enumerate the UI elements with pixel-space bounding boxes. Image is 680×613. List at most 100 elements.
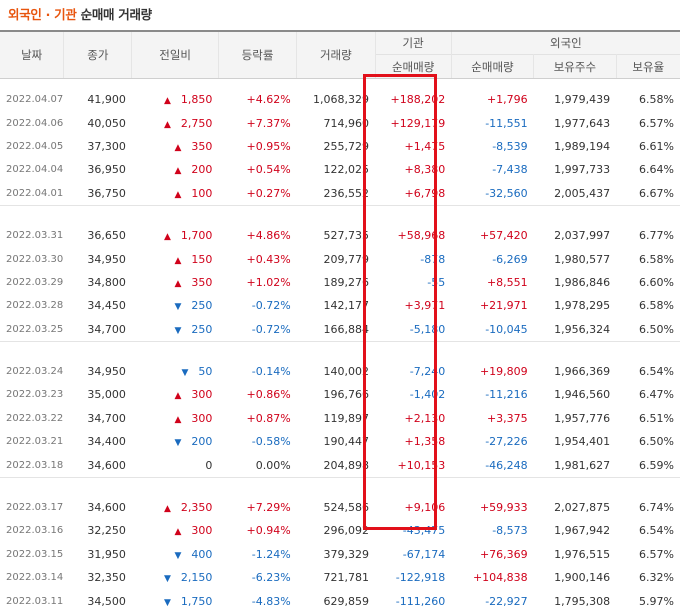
col-header-volume: 거래량 xyxy=(296,31,376,79)
cell-inst-net: -878 xyxy=(420,252,446,266)
cell-change: 250 xyxy=(132,318,219,342)
cell-holdings: 1,986,846 xyxy=(554,275,611,289)
cell-rate: +7.29% xyxy=(246,501,291,515)
cell-holdings: 1,966,369 xyxy=(554,365,611,379)
cell-foreign-net: -8,539 xyxy=(492,139,528,153)
col-header-foreign-net: 순매매량 xyxy=(451,54,535,79)
table-row: 2022.03.28 34,450 250 -0.72% 142,177 +3,971 +2… xyxy=(0,294,680,317)
cell-change: 150 xyxy=(132,247,219,270)
cell-inst-net: +1,475 xyxy=(404,139,446,153)
cell-foreign-net: -8,573 xyxy=(492,524,528,538)
cell-foreign-net: +76,369 xyxy=(479,547,528,561)
col-header-inst-net: 순매매량 xyxy=(375,54,452,79)
cell-holdings: 2,027,875 xyxy=(554,501,611,515)
change-value: 350 xyxy=(174,276,212,289)
cell-volume: 296,092 xyxy=(323,524,370,538)
cell-volume: 255,729 xyxy=(323,139,370,153)
cell-holdings: 1,795,308 xyxy=(554,594,611,608)
cell-change: 0 xyxy=(132,453,219,477)
change-value: 1,700 xyxy=(164,229,212,242)
cell-holding-ratio: 6.57% xyxy=(639,547,674,561)
cell-close: 36,650 xyxy=(87,229,126,243)
cell-date: 2022.04.06 xyxy=(6,117,64,129)
cell-rate: +7.37% xyxy=(246,116,291,130)
cell-volume: 236,552 xyxy=(323,186,370,200)
cell-date: 2022.03.14 xyxy=(6,572,64,584)
cell-close: 34,600 xyxy=(87,501,126,515)
cell-inst-net: -7,240 xyxy=(409,365,446,379)
change-value: 1,750 xyxy=(164,595,212,608)
cell-change: 400 xyxy=(132,543,219,566)
table-row: 2022.04.06 40,050 2,750 +7.37% 714,960 +129,1… xyxy=(0,111,680,134)
cell-close: 32,350 xyxy=(87,571,126,585)
cell-holding-ratio: 6.60% xyxy=(639,275,674,289)
cell-volume: 379,329 xyxy=(323,547,370,561)
change-value: 200 xyxy=(174,163,212,176)
cell-holdings: 1,989,194 xyxy=(554,139,611,153)
cell-holdings: 2,037,997 xyxy=(554,229,611,243)
group-spacer xyxy=(0,79,680,89)
cell-foreign-net: -10,045 xyxy=(485,322,528,336)
cell-change: 1,750 xyxy=(132,589,219,612)
cell-rate: -4.83% xyxy=(251,594,291,608)
table-row: 2022.03.21 34,400 200 -0.58% 190,447 +1,358 -2… xyxy=(0,430,680,453)
divider-cell xyxy=(0,204,680,215)
cell-holding-ratio: 6.51% xyxy=(639,411,674,425)
cell-close: 34,700 xyxy=(87,411,126,425)
table-row: 2022.03.14 32,350 2,150 -6.23% 721,781 -122,9… xyxy=(0,566,680,589)
cell-holdings: 1,956,324 xyxy=(554,322,611,336)
change-value: 200 xyxy=(174,435,212,448)
investor-trading-table: 날짜 종가 전일비 등락률 거래량 기관 외국인 순매매량 순매매량 보유주수 … xyxy=(0,30,680,613)
cell-foreign-net: +104,838 xyxy=(472,571,528,585)
change-value: 150 xyxy=(174,253,212,266)
cell-rate: +0.27% xyxy=(246,186,291,200)
cell-inst-net: +6,798 xyxy=(404,186,446,200)
cell-date: 2022.04.07 xyxy=(6,94,64,106)
cell-holding-ratio: 6.58% xyxy=(639,93,674,107)
title-investor-label: 외국인 · 기관 xyxy=(8,7,77,22)
col-header-date: 날짜 xyxy=(0,31,65,79)
spacer-cell xyxy=(0,79,680,89)
cell-foreign-net: -46,248 xyxy=(485,458,528,472)
group-spacer xyxy=(0,351,680,360)
cell-inst-net: -55 xyxy=(427,275,446,289)
col-header-close: 종가 xyxy=(63,31,133,79)
cell-change: 300 xyxy=(132,383,219,406)
cell-close: 34,400 xyxy=(87,435,126,449)
col-group-institution: 기관 xyxy=(375,31,452,55)
table-wrapper: 날짜 종가 전일비 등락률 거래량 기관 외국인 순매매량 순매매량 보유주수 … xyxy=(0,30,680,613)
change-value: 50 xyxy=(181,365,212,378)
group-divider xyxy=(0,340,680,351)
group-divider xyxy=(0,476,680,487)
cell-volume: 524,586 xyxy=(323,501,370,515)
table-row: 2022.03.30 34,950 150 +0.43% 209,779 -878 -6,2… xyxy=(0,247,680,270)
cell-holdings: 1,954,401 xyxy=(554,435,611,449)
col-header-rate: 등락률 xyxy=(218,31,298,79)
cell-holding-ratio: 6.50% xyxy=(639,435,674,449)
col-header-change: 전일비 xyxy=(131,31,219,79)
cell-date: 2022.03.25 xyxy=(6,323,64,335)
change-value: 300 xyxy=(174,524,212,537)
change-value: 300 xyxy=(174,388,212,401)
cell-date: 2022.04.04 xyxy=(6,164,64,176)
cell-holdings: 1,980,577 xyxy=(554,252,611,266)
cell-rate: +4.86% xyxy=(246,229,291,243)
cell-holdings: 1,957,776 xyxy=(554,411,611,425)
cell-holdings: 1,900,146 xyxy=(554,571,611,585)
table-row: 2022.04.07 41,900 1,850 +4.62% 1,068,329 +188… xyxy=(0,88,680,111)
cell-rate: +0.95% xyxy=(246,139,291,153)
cell-close: 31,950 xyxy=(87,547,126,561)
cell-close: 34,950 xyxy=(87,365,126,379)
cell-holding-ratio: 6.61% xyxy=(639,139,674,153)
cell-date: 2022.04.05 xyxy=(6,140,64,152)
cell-rate: +0.94% xyxy=(246,524,291,538)
table-row: 2022.03.22 34,700 300 +0.87% 119,897 +2,130 +3… xyxy=(0,407,680,430)
cell-volume: 204,898 xyxy=(323,458,370,472)
cell-date: 2022.03.18 xyxy=(6,459,64,471)
cell-holding-ratio: 6.64% xyxy=(639,163,674,177)
cell-rate: +4.62% xyxy=(246,93,291,107)
cell-holding-ratio: 6.67% xyxy=(639,186,674,200)
change-value: 2,150 xyxy=(164,571,212,584)
title-net-volume-label: 순매매 거래량 xyxy=(80,7,153,22)
cell-close: 34,450 xyxy=(87,299,126,313)
